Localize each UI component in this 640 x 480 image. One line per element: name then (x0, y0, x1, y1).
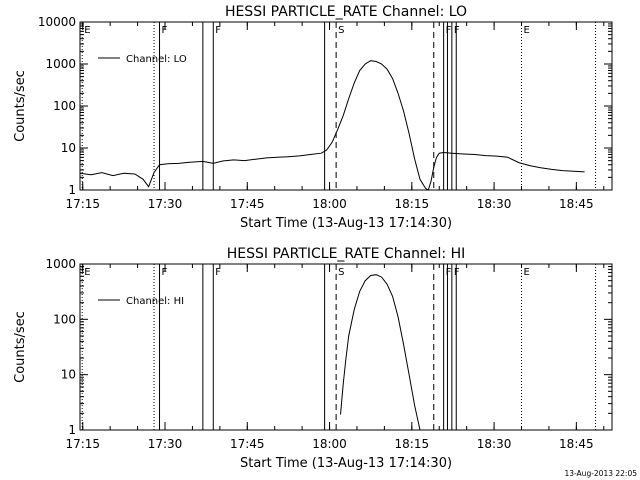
panel-hi: HESSI PARTICLE_RATE Channel: HI 1 10 100 100… (13, 246, 613, 471)
x-tick-label: 18:45 (559, 197, 594, 211)
event-marker-label: S (338, 267, 344, 278)
chart-title: HESSI PARTICLE_RATE Channel: LO (225, 4, 467, 20)
legend-label: Channel: LO (126, 54, 187, 65)
event-marker-label: S (338, 25, 344, 36)
legend-label: Channel: HI (126, 296, 184, 307)
event-marker-label: F (162, 25, 168, 36)
chart-title: HESSI PARTICLE_RATE Channel: HI (227, 246, 465, 262)
y-tick-label: 10000 (38, 15, 76, 29)
y-tick-label: 1000 (45, 257, 76, 271)
event-marker-label: E (524, 267, 530, 278)
x-tick-label: 18:30 (477, 437, 512, 451)
y-tick-label: 1 (68, 183, 76, 197)
event-marker-label: F (215, 25, 221, 36)
event-marker-label: E (84, 25, 90, 36)
event-marker-label: E (84, 267, 90, 278)
x-tick-label: 17:45 (230, 437, 265, 451)
series-line (79, 60, 585, 191)
x-axis-label: Start Time (13-Aug-13 17:14:30) (240, 216, 452, 231)
x-tick-label: 18:30 (477, 197, 512, 211)
event-marker-label: F (446, 267, 452, 278)
event-marker-label: F (454, 267, 460, 278)
x-tick-label: 17:30 (148, 437, 183, 451)
event-marker-label: E (524, 25, 530, 36)
x-tick-label: 18:15 (395, 197, 430, 211)
x-tick-label: 18:45 (559, 437, 594, 451)
y-tick-label: 1000 (45, 57, 76, 71)
x-tick-label: 17:15 (65, 197, 100, 211)
y-tick-label: 10 (61, 368, 76, 382)
x-tick-label: 18:00 (312, 437, 347, 451)
y-tick-label: 100 (53, 312, 76, 326)
x-tick-label: 18:15 (395, 437, 430, 451)
y-tick-label: 10 (61, 141, 76, 155)
x-tick-label: 17:45 (230, 197, 265, 211)
y-axis-label: Counts/sec (13, 70, 28, 142)
y-tick-label: 1 (68, 423, 76, 437)
event-marker-label: F (215, 267, 221, 278)
plot-frame (79, 263, 613, 431)
series-line (340, 274, 421, 431)
x-tick-label: 17:15 (65, 437, 100, 451)
event-marker-label: F (446, 25, 452, 36)
event-marker-label: F (162, 267, 168, 278)
x-tick-label: 18:00 (312, 197, 347, 211)
y-axis-label: Counts/sec (13, 311, 28, 383)
x-tick-label: 17:30 (148, 197, 183, 211)
panel-lo: HESSI PARTICLE_RATE Channel: LO 1 10 100 100… (13, 4, 613, 231)
footer-timestamp: 13-Aug-2013 22:05 (564, 469, 637, 478)
event-marker-label: F (454, 25, 460, 36)
x-axis-label: Start Time (13-Aug-13 17:14:30) (240, 456, 452, 471)
y-tick-label: 100 (53, 99, 76, 113)
